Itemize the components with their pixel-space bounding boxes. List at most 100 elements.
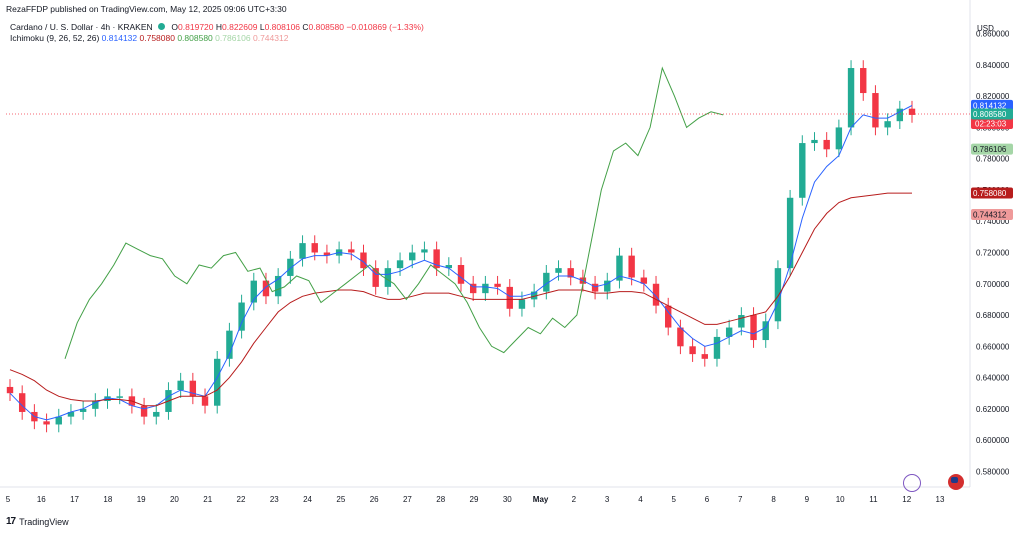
y-tick-label: 0.720000: [976, 249, 1010, 258]
candle-body: [238, 302, 245, 331]
candle-body: [116, 396, 123, 398]
x-tick-label: 8: [771, 495, 776, 504]
price-label-bg: [971, 187, 1013, 199]
candle-body: [774, 268, 782, 322]
x-tick-label: 22: [237, 495, 246, 504]
candle-body: [177, 380, 184, 391]
x-tick-label: 25: [336, 495, 345, 504]
x-tick-label: 30: [503, 495, 512, 504]
candle-body: [274, 275, 282, 297]
ohlc-open: 0.819720: [178, 22, 214, 32]
publisher-line: RezaFFDP published on TradingView.com, M…: [6, 4, 287, 14]
replay-icon[interactable]: [903, 474, 921, 492]
candle-body: [153, 411, 160, 417]
candle-body: [201, 396, 209, 406]
candle-body: [713, 336, 721, 359]
candle-body: [811, 139, 818, 144]
y-tick-label: 0.680000: [976, 311, 1010, 320]
candle-body: [677, 327, 684, 347]
symbol-title: Cardano / U. S. Dollar · 4h · KRAKEN: [10, 22, 153, 32]
candle-body: [616, 255, 623, 281]
x-tick-label: 2: [572, 495, 577, 504]
y-tick-label: 0.640000: [976, 374, 1010, 383]
price-label-text: 0.814132: [973, 101, 1007, 110]
footer-brand: TradingView: [19, 516, 69, 527]
ohlc-high: 0.822609: [222, 22, 258, 32]
symbol-legend[interactable]: Cardano / U. S. Dollar · 4h · KRAKEN O0.…: [10, 22, 424, 32]
x-tick-label: 5: [6, 495, 11, 504]
candle-body: [18, 393, 26, 412]
y-tick-label: 0.660000: [976, 342, 1010, 351]
price-label-bg: [971, 108, 1013, 120]
ichimoku-legend[interactable]: Ichimoku (9, 26, 52, 26) 0.814132 0.7580…: [10, 33, 288, 43]
candle-body: [482, 283, 489, 294]
candle-body: [604, 280, 611, 292]
ohlc-low-label: L: [259, 22, 265, 32]
x-tick-label: 19: [137, 495, 146, 504]
candle-body: [750, 315, 757, 341]
candle-body: [555, 268, 562, 273]
candle-countdown: 02:23:03: [975, 120, 1007, 129]
y-tick-label: 0.620000: [976, 405, 1010, 414]
candle-body: [835, 127, 843, 150]
candle-body: [421, 249, 428, 253]
candle-body: [725, 327, 733, 337]
candle-body: [250, 280, 257, 303]
candle-body: [433, 249, 440, 269]
x-tick-label: 21: [203, 495, 212, 504]
y-tick-label: 0.820000: [976, 92, 1010, 101]
candle-body: [652, 283, 660, 306]
y-tick-label: 0.600000: [976, 436, 1010, 445]
candle-body: [847, 68, 855, 128]
x-tick-label: 9: [805, 495, 810, 504]
price-label-text: 0.758080: [973, 189, 1007, 198]
y-tick-label: 0.780000: [976, 155, 1010, 164]
candle-body: [823, 139, 830, 150]
us-flag-icon[interactable]: [948, 474, 964, 490]
candle-body: [445, 265, 453, 269]
candle-body: [384, 268, 392, 287]
x-tick-label: 23: [270, 495, 279, 504]
candle-body: [689, 346, 696, 355]
candle-body: [884, 121, 891, 128]
x-tick-label: 11: [869, 495, 878, 504]
candle-body: [908, 108, 916, 115]
candle-body: [104, 396, 111, 402]
x-tick-label: 27: [403, 495, 412, 504]
candle-body: [55, 416, 62, 425]
candle-body: [738, 315, 745, 328]
price-label: 0.786106: [971, 143, 1013, 155]
x-tick-label: 24: [303, 495, 312, 504]
candle-body: [518, 299, 526, 309]
ohlc-close-label: C: [302, 22, 309, 32]
candle-body: [348, 249, 355, 253]
ohlc-low: 0.808106: [264, 22, 301, 32]
candle-body: [457, 265, 465, 284]
candle-body: [786, 197, 794, 269]
candle-body: [6, 386, 14, 394]
y-tick-label: 0.580000: [976, 467, 1010, 476]
price-label-bg: [971, 99, 1013, 111]
currency-label: USD: [977, 24, 994, 33]
ichimoku-value-2: 0.758080: [139, 33, 175, 43]
price-label: 0.814132: [971, 99, 1013, 111]
y-tick-label: 0.840000: [976, 61, 1010, 70]
y-tick-label: 0.740000: [976, 217, 1010, 226]
candle-body: [469, 283, 477, 294]
price-label-bg: [971, 143, 1013, 155]
flag-canton: [951, 477, 958, 483]
price-label-bg: [971, 208, 1013, 220]
candle-body: [189, 380, 197, 397]
candle-body: [299, 243, 306, 259]
candle-body: [372, 268, 379, 287]
ichimoku-value-4: 0.786106: [215, 33, 251, 43]
x-tick-label: 7: [738, 495, 743, 504]
ichimoku-value-3: 0.808580: [177, 33, 213, 43]
x-tick-label: 3: [605, 495, 610, 504]
ichimoku-value-5: 0.744312: [252, 33, 289, 43]
x-tick-label: May: [533, 495, 549, 504]
ichimoku-label: Ichimoku (9, 26, 52, 26): [10, 33, 100, 43]
candle-body: [506, 286, 513, 309]
